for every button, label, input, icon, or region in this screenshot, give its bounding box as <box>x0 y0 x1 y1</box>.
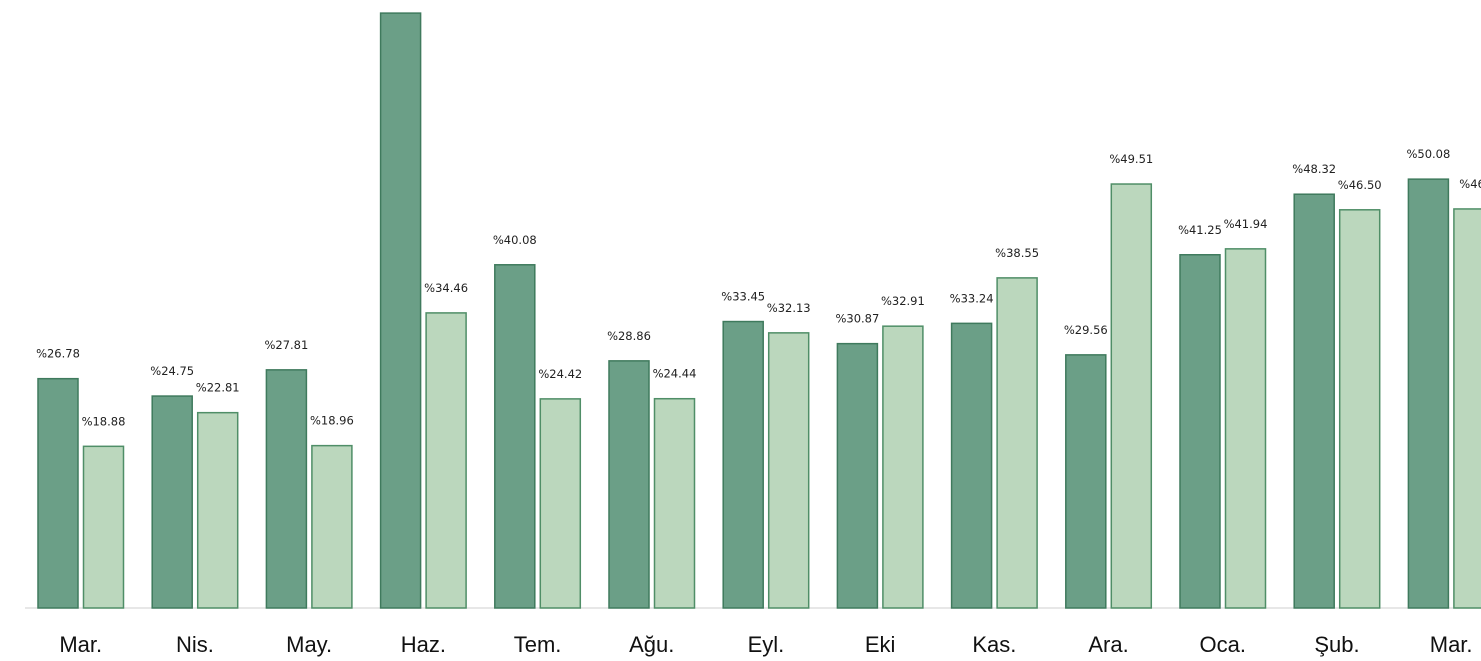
bar-series2-7 <box>882 325 924 609</box>
bar-series1-12 <box>1407 178 1450 609</box>
category-label-2: May. <box>286 632 332 657</box>
bar-series2-6 <box>767 332 810 609</box>
value-label-series2-11: %46.50 <box>1338 178 1382 192</box>
value-label-series1-9: %29.56 <box>1064 323 1108 337</box>
value-label-series2-4: %24.42 <box>538 367 582 381</box>
bar-series1-1 <box>151 395 193 609</box>
value-label-series1-5: %28.86 <box>607 329 651 343</box>
value-label-series1-11: %48.32 <box>1292 162 1336 176</box>
bar-series2-8 <box>996 277 1038 609</box>
bar-series1-6 <box>722 320 764 609</box>
category-label-3: Haz. <box>401 632 446 657</box>
value-label-series2-9: %49.51 <box>1109 152 1153 166</box>
value-label-series1-10: %41.25 <box>1178 223 1222 237</box>
value-label-series1-4: %40.08 <box>493 233 537 247</box>
value-label-series1-7: %30.87 <box>835 312 879 326</box>
bar-series1-0 <box>37 377 79 609</box>
category-label-8: Kas. <box>972 632 1016 657</box>
bar-series2-4 <box>539 398 582 609</box>
value-label-series1-6: %33.45 <box>721 290 765 304</box>
category-label-4: Tem. <box>514 632 562 657</box>
bar-series2-11 <box>1338 209 1381 609</box>
bar-series2-12 <box>1453 208 1481 609</box>
value-label-series1-1: %24.75 <box>150 364 194 378</box>
value-label-series2-12: %46. <box>1459 177 1481 191</box>
value-label-series1-12: %50.08 <box>1406 147 1450 161</box>
bar-series1-5 <box>608 360 650 609</box>
value-label-series2-10: %41.94 <box>1224 217 1268 231</box>
bar-series1-10 <box>1179 254 1221 609</box>
value-label-series2-8: %38.55 <box>995 246 1039 260</box>
value-label-series2-7: %32.91 <box>881 294 925 308</box>
value-label-series2-6: %32.13 <box>767 301 811 315</box>
category-label-7: Eki <box>865 632 896 657</box>
value-label-series2-2: %18.96 <box>310 414 354 428</box>
bar-group <box>37 12 1481 609</box>
bar-series2-5 <box>653 397 696 609</box>
bar-series1-7 <box>836 342 879 609</box>
category-label-12: Mar. <box>1430 632 1473 657</box>
category-label-6: Eyl. <box>748 632 785 657</box>
category-label-5: Ağu. <box>629 632 674 657</box>
value-label-series2-5: %24.44 <box>653 367 697 381</box>
bar-series1-9 <box>1065 354 1107 609</box>
bar-series1-2 <box>265 369 308 609</box>
category-label-0: Mar. <box>59 632 102 657</box>
bar-series2-10 <box>1224 248 1267 609</box>
category-label-11: Şub. <box>1314 632 1359 657</box>
category-label-1: Nis. <box>176 632 214 657</box>
category-label-9: Ara. <box>1088 632 1128 657</box>
bar-series1-8 <box>950 322 993 609</box>
bar-series2-3 <box>425 312 467 609</box>
value-label-series2-0: %18.88 <box>82 414 126 428</box>
bar-series1-4 <box>494 264 536 609</box>
value-label-series2-1: %22.81 <box>196 381 240 395</box>
value-label-series1-2: %27.81 <box>264 338 308 352</box>
bar-series2-2 <box>311 444 353 609</box>
value-label-group: %26.78%18.88%24.75%22.81%27.81%18.96%69.… <box>36 147 1481 428</box>
bar-series2-0 <box>82 445 125 609</box>
bar-series2-1 <box>196 411 239 609</box>
value-label-series1-8: %33.24 <box>950 291 994 305</box>
bar-series1-3 <box>379 12 422 609</box>
bar-series2-9 <box>1110 183 1153 609</box>
category-label-group: Mar. Nis. May. Haz. Tem. Ağu. Eyl. Eki Kas. Ara. O… <box>59 632 1472 657</box>
bar-series1-11 <box>1293 193 1335 609</box>
value-label-series1-0: %26.78 <box>36 347 80 361</box>
category-label-10: Oca. <box>1200 632 1246 657</box>
value-label-series2-3: %34.46 <box>424 281 468 295</box>
